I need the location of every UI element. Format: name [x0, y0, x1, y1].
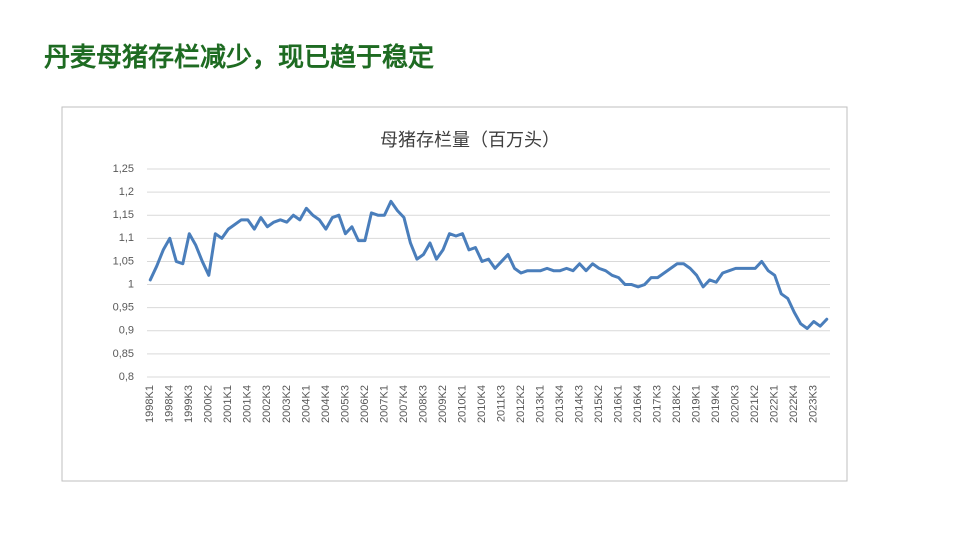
x-tick-label: 2021K2 — [749, 385, 761, 423]
x-tick-label: 2013K4 — [554, 385, 566, 423]
x-tick-label: 2008K3 — [417, 385, 429, 423]
chart-frame — [61, 106, 848, 482]
x-tick-label: 2009K2 — [437, 385, 449, 423]
x-tick-label: 2016K4 — [632, 385, 644, 423]
x-tick-label: 2004K4 — [320, 385, 332, 423]
y-tick-label: 1 — [128, 278, 134, 290]
x-tick-label: 2002K3 — [261, 385, 273, 423]
x-tick-label: 2014K3 — [573, 385, 585, 423]
x-tick-label: 2010K4 — [476, 385, 488, 423]
x-tick-label: 2012K2 — [515, 385, 527, 423]
x-tick-label: 2017K3 — [652, 385, 664, 423]
y-tick-label: 1,1 — [119, 232, 134, 244]
x-tick-label: 2016K1 — [613, 385, 625, 423]
y-tick-label: 0,9 — [119, 325, 134, 337]
y-tick-label: 1,05 — [113, 255, 134, 267]
x-tick-label: 2001K4 — [242, 385, 254, 423]
chart-title: 母猪存栏量（百万头） — [380, 130, 560, 150]
x-tick-label: 2000K2 — [203, 385, 215, 423]
y-tick-label: 0,8 — [119, 371, 134, 383]
x-tick-label: 2019K4 — [710, 385, 722, 423]
x-tick-label: 1998K1 — [144, 385, 156, 423]
x-tick-label: 2019K1 — [691, 385, 703, 423]
x-tick-label: 2004K1 — [300, 385, 312, 423]
x-tick-label: 2023K3 — [808, 385, 820, 423]
x-tick-label: 1999K3 — [183, 385, 195, 423]
y-tick-label: 1,15 — [113, 209, 134, 221]
x-tick-label: 2007K1 — [378, 385, 390, 423]
x-tick-label: 2001K1 — [222, 385, 234, 423]
x-tick-label: 2005K3 — [339, 385, 351, 423]
x-tick-label: 2006K2 — [359, 385, 371, 423]
y-tick-label: 0,85 — [113, 348, 134, 360]
data-line — [148, 199, 829, 330]
x-tick-label: 2007K4 — [398, 385, 410, 423]
x-tick-label: 2022K4 — [788, 385, 800, 423]
x-tick-label: 2003K2 — [281, 385, 293, 423]
x-tick-label: 2011K3 — [495, 385, 507, 422]
page-title: 丹麦母猪存栏减少，现已趋于稳定 — [44, 42, 434, 72]
y-tick-label: 0,95 — [113, 302, 134, 314]
x-tick-label: 2010K1 — [456, 385, 468, 423]
y-tick-label: 1,2 — [119, 186, 134, 198]
x-tick-label: 2020K3 — [730, 385, 742, 423]
x-tick-label: 2013K1 — [534, 385, 546, 423]
y-tick-label: 1,25 — [113, 163, 134, 175]
x-tick-label: 2022K1 — [769, 385, 781, 423]
x-tick-label: 2018K2 — [671, 385, 683, 423]
x-tick-label: 1998K4 — [164, 385, 176, 423]
x-tick-label: 2015K2 — [593, 385, 605, 423]
